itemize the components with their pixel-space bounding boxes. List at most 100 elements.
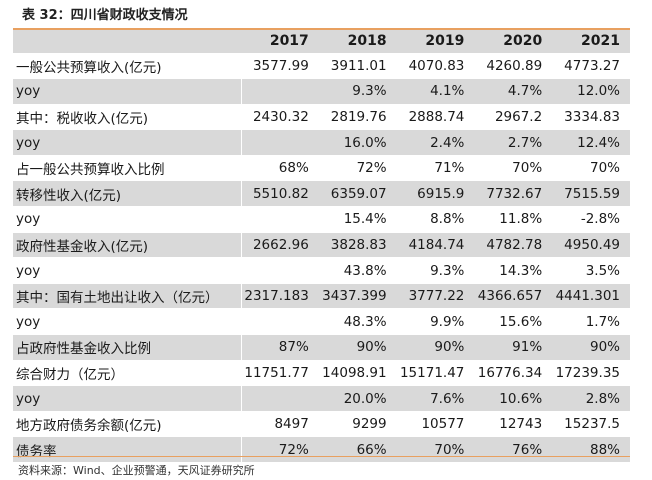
table-row: 综合财力（亿元） 11751.77 14098.91 15171.47 16776.34… — [13, 360, 630, 387]
table-row: 一般公共预算收入(亿元) 3577.99 3911.01 4070.83 4260.89… — [13, 53, 630, 80]
row-value: 16.0% — [318, 129, 397, 156]
row-label: 占一般公共预算收入比例 — [13, 155, 241, 182]
row-value: 16776.34 — [474, 360, 553, 387]
source-note: 资料来源：Wind、企业预警通，天风证券研究所 — [18, 464, 255, 477]
header-year: 2018 — [318, 30, 397, 54]
row-label: 其中：税收收入(亿元) — [13, 104, 241, 131]
table-row: yoy 20.0% 7.6% 10.6% 2.8% — [13, 385, 630, 412]
table-row: yoy 48.3% 9.9% 15.6% 1.7% — [13, 308, 630, 336]
row-value: 2.4% — [396, 129, 475, 156]
header-year: 2017 — [241, 30, 319, 54]
row-value: 91% — [474, 334, 553, 361]
row-value: 88% — [552, 436, 630, 463]
table-row: 占一般公共预算收入比例 68% 72% 71% 70% 70% — [13, 155, 630, 182]
table-row: 债务率 72% 66% 70% 76% 88% — [13, 436, 630, 463]
row-value: 66% — [318, 436, 397, 463]
row-value: 20.0% — [318, 385, 397, 412]
row-value: 68% — [240, 155, 319, 182]
row-value — [240, 385, 319, 412]
row-label: 地方政府债务余额(亿元) — [13, 411, 241, 438]
row-value: 2967.2 — [474, 104, 553, 131]
row-value: 5510.82 — [240, 180, 319, 208]
row-value: 9.3% — [318, 78, 397, 105]
row-value: 3577.99 — [240, 53, 319, 80]
row-value: 3911.01 — [318, 53, 397, 80]
row-value: 8497 — [240, 411, 319, 438]
row-value: 10577 — [396, 411, 475, 438]
row-value: 9.3% — [396, 257, 475, 284]
row-value: 3.5% — [552, 257, 630, 284]
table-row: yoy 16.0% 2.4% 2.7% 12.4% — [13, 129, 630, 156]
row-value: 4441.301 — [552, 283, 630, 310]
header-year: 2019 — [396, 30, 475, 54]
row-value: 6915.9 — [396, 180, 475, 208]
row-label: yoy — [13, 385, 241, 412]
table-row: 其中：国有土地出让收入（亿元） 2317.183 3437.399 3777.22 43… — [13, 283, 630, 310]
row-value: 90% — [318, 334, 397, 361]
row-value: 7732.67 — [474, 180, 553, 208]
row-label: 其中：国有土地出让收入（亿元） — [13, 283, 241, 310]
row-value: 15.4% — [318, 206, 397, 233]
row-value — [240, 129, 319, 156]
row-value — [240, 257, 319, 284]
table-row: yoy 9.3% 4.1% 4.7% 12.0% — [13, 78, 630, 105]
row-label: yoy — [13, 206, 241, 233]
table-row: yoy 43.8% 9.3% 14.3% 3.5% — [13, 257, 630, 284]
row-value: 9299 — [318, 411, 397, 438]
row-label: yoy — [13, 257, 241, 284]
bottom-rule — [13, 456, 630, 457]
row-label: yoy — [13, 129, 241, 156]
header-label — [13, 30, 241, 54]
row-value: 6359.07 — [318, 180, 397, 208]
row-value: 90% — [552, 334, 630, 361]
row-value: 12.0% — [552, 78, 630, 105]
row-value — [240, 78, 319, 105]
row-value: 70% — [396, 436, 475, 463]
row-value: 7.6% — [396, 385, 475, 412]
row-value: 3334.83 — [552, 104, 630, 131]
row-value: 71% — [396, 155, 475, 182]
header-year: 2021 — [552, 30, 630, 54]
table-row: 地方政府债务余额(亿元) 8497 9299 10577 12743 15237.5 — [13, 411, 630, 438]
row-value: 14.3% — [474, 257, 553, 284]
row-label: 占政府性基金收入比例 — [13, 334, 241, 361]
row-value: 4773.27 — [552, 53, 630, 80]
row-value: 48.3% — [318, 308, 397, 336]
row-value: 17239.35 — [552, 360, 630, 387]
row-value: 70% — [474, 155, 553, 182]
row-value: 3437.399 — [318, 283, 397, 310]
row-value: 87% — [240, 334, 319, 361]
row-value: 43.8% — [318, 257, 397, 284]
table-row: 其中：税收收入(亿元) 2430.32 2819.76 2888.74 2967.2 33… — [13, 104, 630, 131]
row-value: 72% — [318, 155, 397, 182]
row-value: 7515.59 — [552, 180, 630, 208]
row-value: 15171.47 — [396, 360, 475, 387]
row-value: 11.8% — [474, 206, 553, 233]
row-value: 2.7% — [474, 129, 553, 156]
row-value: 4184.74 — [396, 232, 475, 259]
row-label: 一般公共预算收入(亿元) — [13, 53, 241, 80]
row-value: 3777.22 — [396, 283, 475, 310]
header-row: 2017 2018 2019 2020 2021 — [13, 30, 630, 54]
row-value: 2317.183 — [240, 283, 319, 310]
row-value: 90% — [396, 334, 475, 361]
row-label: yoy — [13, 78, 241, 105]
row-value: 3828.83 — [318, 232, 397, 259]
row-value: 2.8% — [552, 385, 630, 412]
row-value: 1.7% — [552, 308, 630, 336]
row-value: 9.9% — [396, 308, 475, 336]
row-label: 综合财力（亿元） — [13, 360, 241, 387]
row-label: 债务率 — [13, 436, 241, 463]
row-value: 15.6% — [474, 308, 553, 336]
row-value: 15237.5 — [552, 411, 630, 438]
row-label: 政府性基金收入(亿元) — [13, 232, 241, 259]
row-value: 2888.74 — [396, 104, 475, 131]
table-row: 转移性收入(亿元) 5510.82 6359.07 6915.9 7732.67 7515… — [13, 180, 630, 208]
row-value: 2662.96 — [240, 232, 319, 259]
row-label: 转移性收入(亿元) — [13, 180, 241, 208]
row-value: 10.6% — [474, 385, 553, 412]
row-value: 2430.32 — [240, 104, 319, 131]
row-label: yoy — [13, 308, 241, 336]
row-value: 4260.89 — [474, 53, 553, 80]
row-value: 8.8% — [396, 206, 475, 233]
